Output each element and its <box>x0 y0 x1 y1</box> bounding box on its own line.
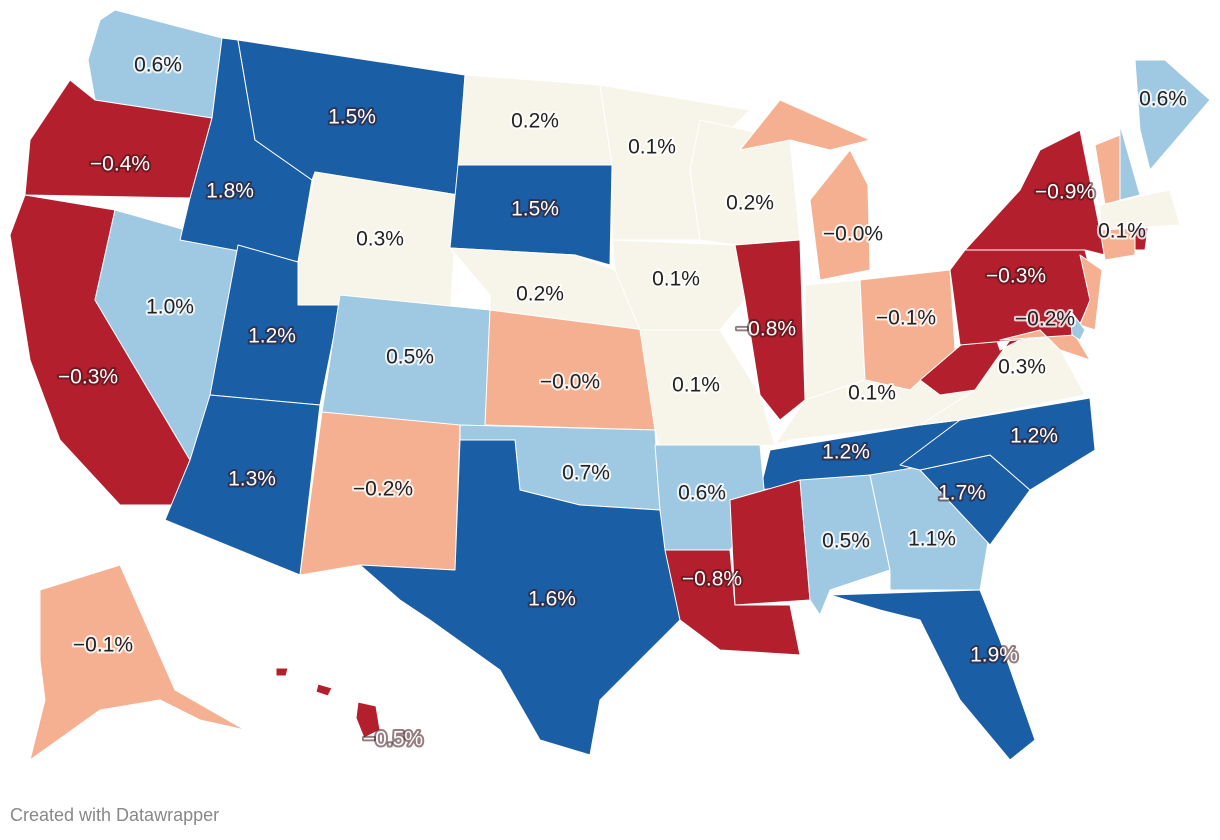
state-la[interactable] <box>664 549 801 656</box>
value-label-sc: 1.7% <box>938 482 986 505</box>
state-mi[interactable] <box>809 149 871 281</box>
state-de[interactable] <box>1069 309 1086 341</box>
value-label-nd: 0.2% <box>511 110 559 133</box>
value-label-co: 0.5% <box>386 346 434 369</box>
value-label-ny: −0.9% <box>1035 181 1095 204</box>
value-label-ga: 1.1% <box>908 528 956 551</box>
value-label-ks: −0.0% <box>540 371 600 394</box>
value-label-pa: −0.3% <box>986 265 1046 288</box>
value-label-hi: −0.5% <box>363 728 423 751</box>
value-label-ca: −0.3% <box>58 366 118 389</box>
state-hi[interactable] <box>275 667 289 677</box>
value-label-nv: 1.0% <box>146 296 194 319</box>
value-label-ut: 1.2% <box>248 325 296 348</box>
value-label-mn: 0.1% <box>628 136 676 159</box>
value-label-oh: −0.1% <box>876 307 936 330</box>
value-label-tn: 1.2% <box>822 441 870 464</box>
state-hi[interactable] <box>315 683 333 697</box>
state-ct[interactable] <box>1099 227 1136 261</box>
value-label-il: −0.8% <box>736 318 796 341</box>
state-vt[interactable] <box>1094 134 1121 206</box>
value-label-al: 0.5% <box>822 530 870 553</box>
state-nc[interactable] <box>899 397 1096 491</box>
credit-text: Created with Datawrapper <box>10 805 220 825</box>
state-fl[interactable] <box>829 589 1036 761</box>
state-me[interactable] <box>1134 59 1211 171</box>
value-label-va: 0.3% <box>998 356 1046 379</box>
value-label-md: −0.2% <box>1015 308 1075 331</box>
value-label-mo: 0.1% <box>672 374 720 397</box>
value-label-fl: 1.9% <box>970 644 1018 667</box>
state-tx[interactable] <box>359 439 681 756</box>
value-label-mi: −0.0% <box>823 223 883 246</box>
value-label-nm: −0.2% <box>353 478 413 501</box>
state-ma[interactable] <box>1099 189 1181 231</box>
state-il[interactable] <box>734 239 806 421</box>
value-label-ne: 0.2% <box>516 283 564 306</box>
value-label-ok: 0.7% <box>562 462 610 485</box>
value-label-nc: 1.2% <box>1010 425 1058 448</box>
value-label-mt: 1.5% <box>328 106 376 129</box>
value-label-az: 1.3% <box>228 468 276 491</box>
value-label-me: 0.6% <box>1139 88 1187 111</box>
state-ny[interactable] <box>964 129 1106 256</box>
value-label-ky: 0.1% <box>848 382 896 405</box>
state-nj[interactable] <box>1079 254 1103 331</box>
value-label-wy: 0.3% <box>356 228 404 251</box>
value-label-id: 1.8% <box>206 180 254 203</box>
state-md[interactable] <box>999 329 1091 361</box>
value-label-ma: 0.1% <box>1098 220 1146 243</box>
state-ak[interactable] <box>29 564 246 761</box>
state-az[interactable] <box>164 394 321 576</box>
state-mi[interactable] <box>739 99 871 151</box>
value-label-wi: 0.2% <box>726 192 774 215</box>
value-label-ia: 0.1% <box>652 268 700 291</box>
state-ri[interactable] <box>1134 227 1149 251</box>
us-choropleth-map: 0.6% −0.4% −0.3% 1.0% 1.8% 1.5% 0.3% 1.2% 1.3% 0.… <box>9 9 1211 761</box>
value-label-ak: −0.1% <box>73 634 133 657</box>
value-label-la: −0.8% <box>682 568 742 591</box>
value-label-wa: 0.6% <box>134 54 182 77</box>
value-label-ar: 0.6% <box>678 482 726 505</box>
value-label-tx: 1.6% <box>528 588 576 611</box>
state-sd[interactable] <box>449 164 613 266</box>
state-hi[interactable] <box>355 701 381 739</box>
value-label-or: −0.4% <box>90 153 150 176</box>
value-label-sd: 1.5% <box>511 198 559 221</box>
state-nh[interactable] <box>1119 124 1141 201</box>
